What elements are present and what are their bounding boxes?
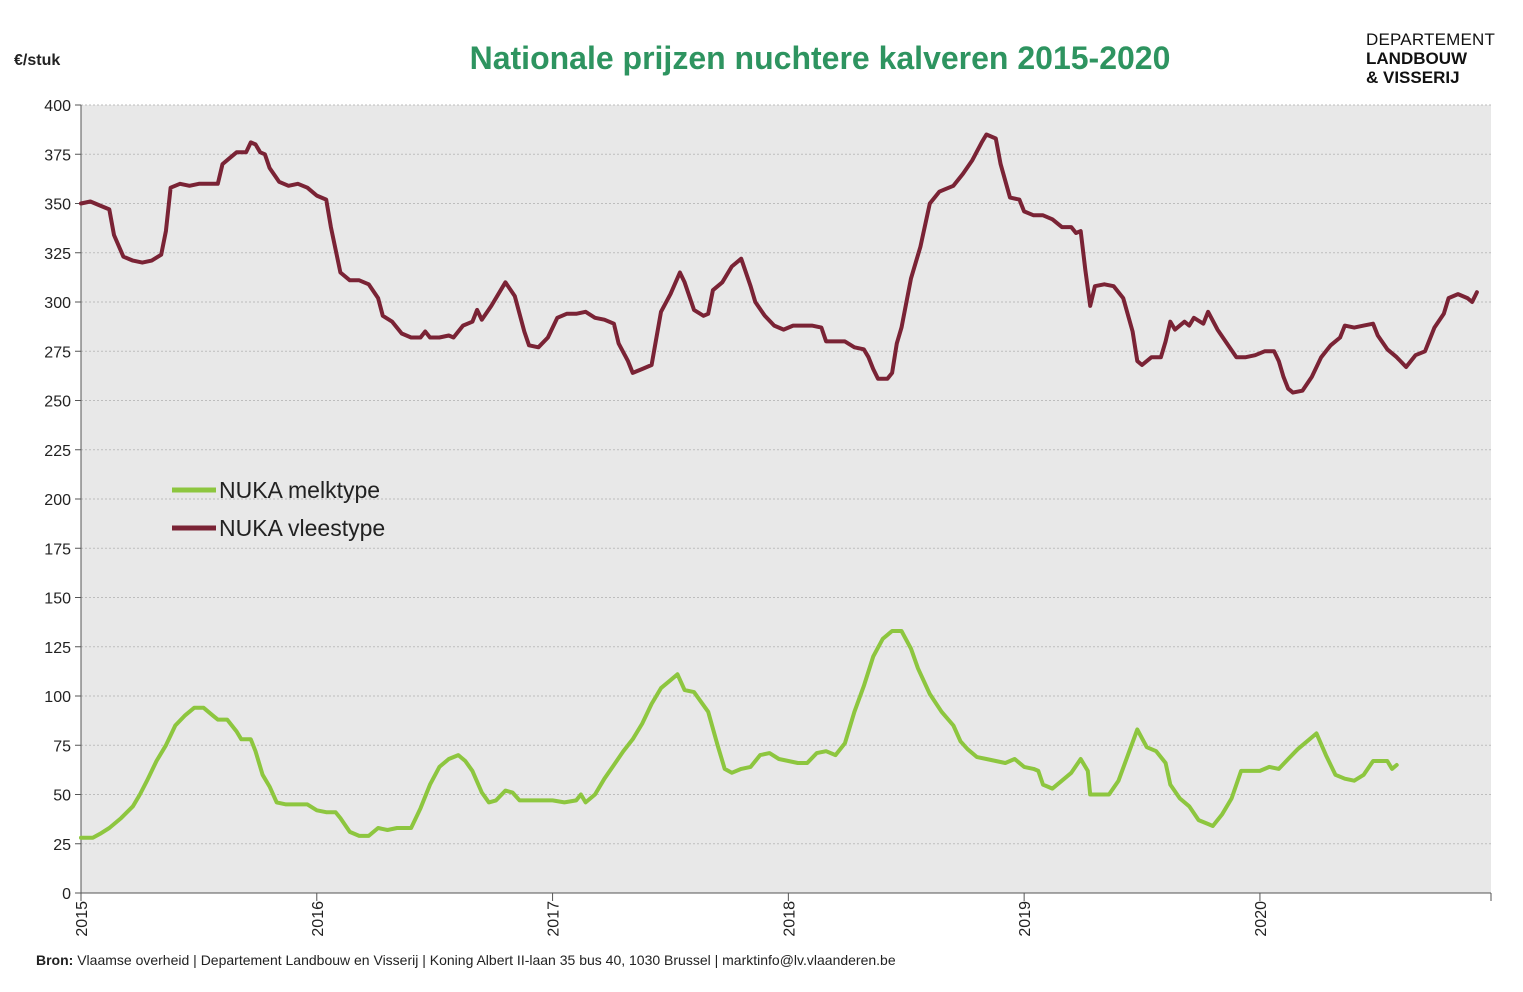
series-lines bbox=[79, 132, 1479, 840]
logo-line-3: & VISSERIJ bbox=[1366, 68, 1460, 87]
legend-label-melktype: NUKA melktype bbox=[219, 477, 380, 503]
y-tick-label: 325 bbox=[44, 246, 71, 263]
chart-title: Nationale prijzen nuchtere kalveren 2015… bbox=[469, 40, 1171, 76]
department-logo: DEPARTEMENT LANDBOUW & VISSERIJ bbox=[1366, 30, 1495, 87]
gridlines bbox=[81, 104, 1491, 845]
y-tick-label: 275 bbox=[44, 344, 71, 361]
y-tick-label: 400 bbox=[44, 98, 71, 115]
series-line-melktype bbox=[79, 629, 1399, 840]
x-tick-label: 2019 bbox=[1017, 901, 1034, 937]
y-tick-label: 75 bbox=[53, 738, 71, 755]
y-tick-label: 200 bbox=[44, 492, 71, 509]
legend-label-vleestype: NUKA vleestype bbox=[219, 515, 385, 541]
x-tick-label: 2018 bbox=[781, 901, 798, 937]
source-label: Bron: bbox=[36, 952, 74, 968]
y-tick-label: 350 bbox=[44, 197, 71, 214]
y-tick-label: 25 bbox=[53, 837, 71, 854]
y-tick-label: 375 bbox=[44, 147, 71, 164]
x-tick-label: 2020 bbox=[1253, 901, 1270, 937]
y-tick-label: 150 bbox=[44, 591, 71, 608]
y-tick-label: 300 bbox=[44, 295, 71, 312]
x-axis: 2015 2016 2017 2018 2019 2020 bbox=[74, 892, 1492, 937]
logo-line-2: LANDBOUW bbox=[1366, 49, 1468, 68]
y-tick-label: 50 bbox=[53, 788, 71, 805]
y-tick-label: 225 bbox=[44, 443, 71, 460]
y-tick-label: 175 bbox=[44, 541, 71, 558]
y-tick-label: 250 bbox=[44, 394, 71, 411]
source-footer: Bron: Vlaamse overheid | Departement Lan… bbox=[36, 952, 896, 968]
y-tick-label: 125 bbox=[44, 640, 71, 657]
y-axis: 0 25 50 75 100 125 150 175 200 225 250 275 300 325 350… bbox=[44, 98, 82, 903]
series-line-vleestype bbox=[79, 132, 1479, 395]
logo-line-1: DEPARTEMENT bbox=[1366, 30, 1496, 49]
x-tick-label: 2015 bbox=[74, 901, 91, 937]
y-axis-unit-label: €/stuk bbox=[14, 52, 61, 69]
y-tick-label: 0 bbox=[62, 886, 71, 903]
x-tick-label: 2017 bbox=[546, 901, 563, 937]
y-tick-label: 100 bbox=[44, 689, 71, 706]
source-text: Vlaamse overheid | Departement Landbouw … bbox=[77, 952, 896, 968]
legend: NUKA melktype NUKA vleestype bbox=[172, 477, 385, 541]
x-tick-label: 2016 bbox=[310, 901, 327, 937]
chart-svg: 0 25 50 75 100 125 150 175 200 225 250 275 300 325 350… bbox=[44, 98, 1492, 937]
